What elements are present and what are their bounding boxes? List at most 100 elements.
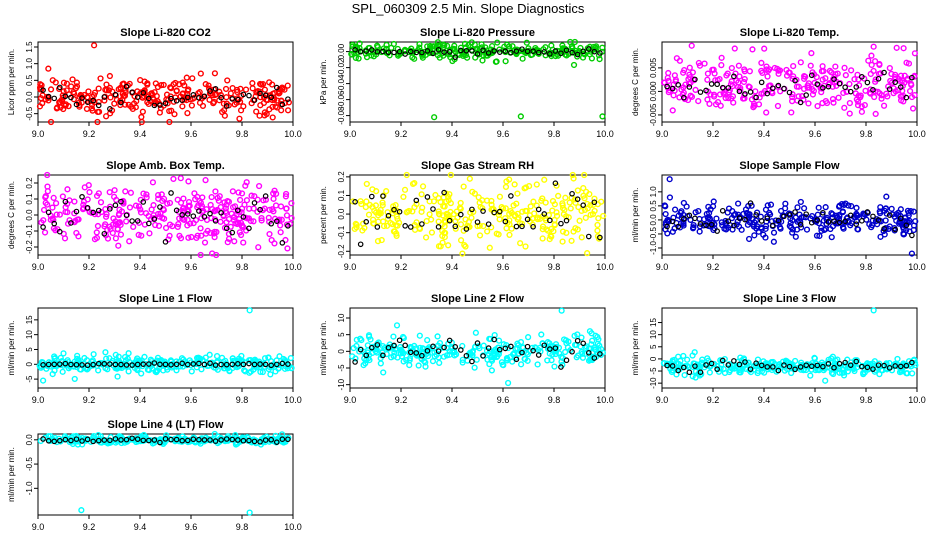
data-point (42, 194, 49, 201)
reference-point (101, 230, 108, 237)
data-point (807, 62, 814, 69)
outlier-point (431, 114, 438, 121)
data-point (483, 197, 491, 204)
reference-point (90, 438, 96, 445)
y-axis-label: degrees C per min. (631, 48, 640, 116)
data-point (492, 58, 499, 65)
reference-point (140, 361, 147, 367)
reference-point (731, 73, 737, 80)
data-point (469, 352, 476, 359)
reference-point (836, 360, 843, 367)
reference-point (664, 362, 670, 369)
panel-title: Slope Line 3 Flow (743, 293, 836, 305)
data-point (473, 356, 480, 363)
data-point (684, 96, 692, 104)
reference-point (541, 342, 548, 349)
reference-point (45, 209, 52, 216)
reference-point (118, 361, 124, 368)
data-point (718, 62, 725, 69)
y-tick-label: -10 (649, 377, 658, 389)
data-point (577, 44, 584, 52)
data-point (841, 64, 848, 71)
reference-point (708, 221, 715, 228)
data-point (284, 245, 291, 252)
data-point (398, 353, 406, 360)
data-point (209, 205, 216, 213)
data-point (890, 90, 897, 97)
data-point (237, 196, 244, 204)
data-point (868, 52, 875, 59)
reference-point (831, 364, 837, 371)
x-tick-label: 9.8 (548, 395, 561, 405)
data-point (788, 369, 795, 377)
reference-point (781, 213, 787, 220)
reference-point (675, 223, 682, 230)
data-point (511, 181, 518, 188)
data-point (661, 202, 668, 209)
reference-point (279, 101, 286, 108)
reference-point (491, 209, 497, 216)
data-point (786, 222, 793, 230)
reference-point (703, 222, 709, 229)
reference-point (285, 223, 291, 229)
reference-point (524, 216, 531, 223)
data-point (583, 188, 590, 195)
data-point (146, 230, 153, 237)
reference-point (563, 217, 570, 224)
reference-point (146, 95, 152, 102)
data-point (102, 213, 110, 220)
data-point (240, 103, 247, 110)
reference-point (368, 193, 375, 200)
x-tick-label: 9.2 (83, 262, 96, 272)
data-point (360, 362, 367, 369)
reference-point (491, 48, 497, 54)
data-point (486, 244, 493, 251)
reference-point (407, 224, 414, 230)
data-point (571, 196, 578, 203)
data-point (888, 79, 895, 86)
data-point (288, 364, 295, 372)
reference-point (251, 97, 258, 103)
data-point (696, 62, 704, 69)
reference-point (118, 198, 124, 205)
x-tick-label: 9.2 (707, 262, 720, 272)
reference-point (875, 362, 882, 368)
data-point (380, 218, 387, 225)
data-point (861, 101, 868, 109)
data-point (692, 86, 699, 93)
data-point (907, 208, 914, 215)
reference-point (352, 199, 358, 205)
reference-point (368, 47, 375, 53)
data-point (261, 86, 269, 93)
data-point (826, 80, 833, 87)
data-point (662, 210, 669, 218)
data-point (101, 97, 108, 104)
x-tick-label: 10.0 (596, 262, 614, 272)
data-point (443, 42, 451, 49)
data-point (710, 91, 718, 98)
y-tick-label: -0.5 (649, 227, 658, 241)
reference-point (708, 360, 715, 367)
reference-point (146, 361, 152, 367)
data-point (416, 44, 423, 51)
reference-point (218, 361, 224, 368)
reference-point (847, 88, 854, 95)
data-point (804, 82, 811, 89)
reference-point (463, 226, 470, 232)
data-point (263, 110, 270, 118)
data-point (735, 200, 742, 207)
data-point (725, 95, 732, 102)
data-point (223, 94, 230, 101)
panel-title: Slope Gas Stream RH (421, 160, 534, 172)
reference-point (207, 360, 213, 367)
x-tick-label: 9.8 (236, 262, 249, 272)
data-point (793, 83, 801, 90)
reference-point (157, 102, 163, 108)
x-tick-label: 9.6 (809, 395, 822, 405)
reference-point (664, 83, 670, 90)
data-point (599, 44, 606, 51)
x-tick-label: 9.0 (656, 262, 669, 272)
data-point (210, 98, 218, 106)
plot-frame (661, 307, 918, 389)
data-point (671, 72, 678, 79)
